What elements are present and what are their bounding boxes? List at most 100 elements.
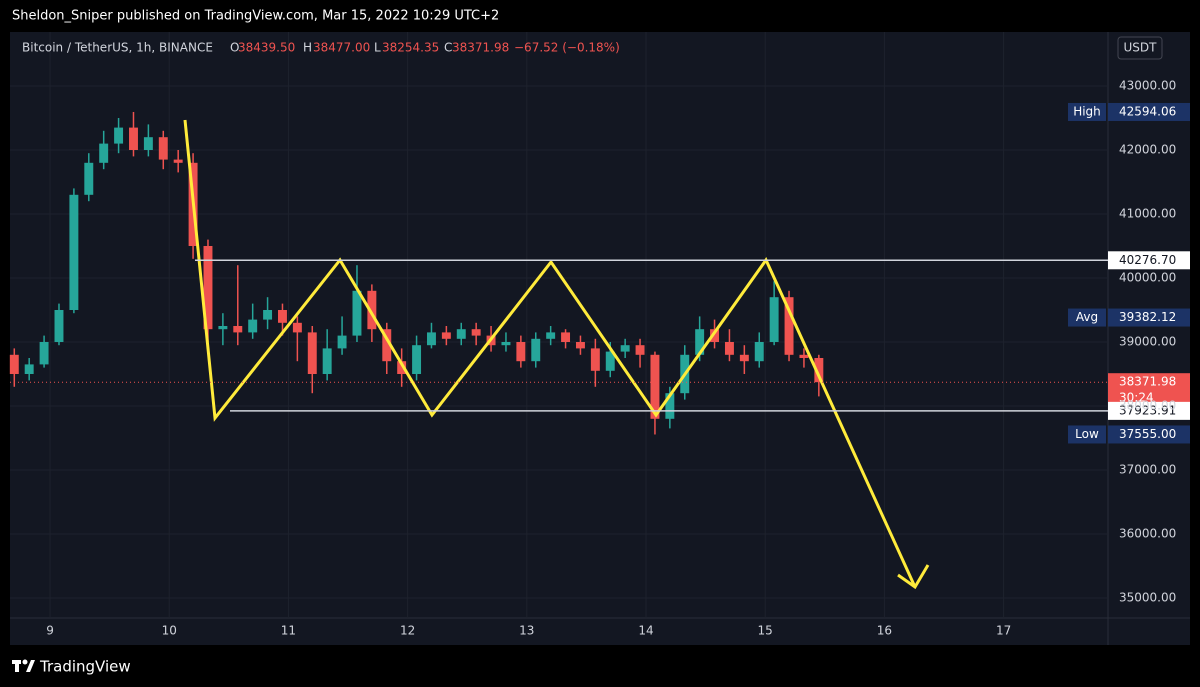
candle-body (367, 290, 377, 330)
currency-button[interactable] (1117, 36, 1163, 60)
ohlc-value: 38477.00 (313, 41, 370, 55)
x-tick-label: 9 (46, 624, 54, 638)
x-tick-label: 13 (519, 624, 534, 638)
candle-body (263, 310, 273, 320)
candle-body (546, 332, 556, 339)
candle-body (99, 143, 109, 163)
candle-body (248, 319, 258, 333)
candle-body (695, 329, 705, 355)
ohlc-change: −67.52 (−0.18%) (514, 41, 620, 55)
candle-body (352, 290, 362, 336)
stat-name: Low (1075, 427, 1099, 441)
candle-body (650, 354, 660, 419)
stat-value-box (1108, 425, 1190, 444)
ohlc-label: O (230, 41, 239, 55)
x-tick-label: 11 (281, 624, 296, 638)
candle-body (620, 345, 630, 352)
candle-body (397, 361, 407, 374)
x-tick-label: 10 (162, 624, 177, 638)
price-level-box (1108, 401, 1190, 420)
y-tick-label: 35000.00 (1119, 591, 1176, 605)
price-level-box (1108, 251, 1190, 270)
candle-body (322, 348, 332, 374)
stat-name-box (1068, 425, 1106, 444)
x-tick-label: 14 (638, 624, 653, 638)
stat-name: Avg (1076, 310, 1098, 324)
candle-body (784, 297, 794, 355)
ohlc-value: 38439.50 (238, 41, 295, 55)
ohlc-label: C (444, 41, 452, 55)
y-tick-label: 39000.00 (1119, 335, 1176, 349)
candle-body (605, 351, 615, 371)
candle-body (39, 342, 49, 365)
candle-body (412, 345, 422, 374)
publisher: Sheldon_Sniper published on TradingView.… (12, 9, 499, 24)
candle-body (203, 246, 213, 330)
ohlc-value: 38371.98 (452, 41, 509, 55)
symbol: Bitcoin / TetherUS, 1h, BINANCE (22, 41, 213, 55)
candle-body (665, 393, 675, 419)
pattern-drawing (183, 119, 917, 588)
y-tick-label: 37000.00 (1119, 463, 1176, 477)
candle-body (575, 342, 585, 349)
candle-body (471, 329, 481, 336)
candle-body (278, 310, 287, 323)
y-tick-label: 42000.00 (1119, 143, 1176, 157)
candle-body (739, 354, 749, 362)
candle-body (382, 329, 392, 362)
stat-name: High (1073, 104, 1101, 118)
candle-body (441, 332, 451, 339)
candle-body (143, 137, 153, 150)
x-tick-label: 16 (877, 624, 892, 638)
candle-body (814, 358, 824, 383)
x-tick-label: 12 (400, 624, 415, 638)
candle-body (561, 332, 571, 342)
y-tick-label: 41000.00 (1119, 207, 1176, 221)
arrow-head (897, 564, 930, 590)
stat-value: 42594.06 (1119, 104, 1176, 118)
candle-body (129, 127, 138, 150)
logo (12, 659, 35, 672)
candle-body (69, 194, 79, 310)
x-tick-label: 15 (758, 624, 773, 638)
y-tick-label: 36000.00 (1119, 527, 1176, 541)
y-tick-label: 38000.00 (1119, 399, 1176, 413)
candle-body (724, 342, 734, 355)
stat-value-box (1108, 102, 1190, 121)
candle-body (218, 326, 228, 330)
brand: TradingView (39, 658, 131, 676)
candle-body (769, 297, 779, 342)
candle-body (635, 345, 645, 355)
stat-value-box (1108, 308, 1190, 327)
candle-body (54, 310, 64, 342)
candle-body (710, 329, 720, 342)
candle-body (114, 127, 124, 144)
y-tick-label: 40000.00 (1119, 271, 1176, 285)
candle-body (456, 329, 466, 339)
ohlc-label: L (374, 41, 381, 55)
last-price-label: 38371.98 (1119, 375, 1176, 389)
candle-body (501, 342, 511, 346)
candle-body (158, 137, 168, 160)
candle-body (337, 335, 347, 349)
candle-body (84, 162, 94, 195)
candle-body (590, 348, 600, 371)
candle-body (516, 342, 526, 362)
candle-body (173, 159, 183, 163)
stat-name-box (1068, 308, 1106, 327)
stat-value: 39382.12 (1119, 310, 1176, 324)
price-level-label: 37923.91 (1119, 403, 1176, 417)
candle-body (754, 342, 764, 362)
candle-body (799, 354, 809, 358)
candle-body (307, 332, 317, 374)
countdown: 30:24 (1119, 391, 1154, 405)
ohlc-value: 38254.35 (382, 41, 439, 55)
currency[interactable]: USDT (1124, 41, 1158, 55)
candle-body (426, 332, 436, 346)
chart-panel (10, 32, 1190, 645)
x-tick-label: 17 (996, 624, 1011, 638)
last-price-box (1108, 373, 1190, 408)
candle-body (233, 326, 243, 333)
y-tick-label: 43000.00 (1119, 79, 1176, 93)
stat-name-box (1068, 102, 1106, 121)
